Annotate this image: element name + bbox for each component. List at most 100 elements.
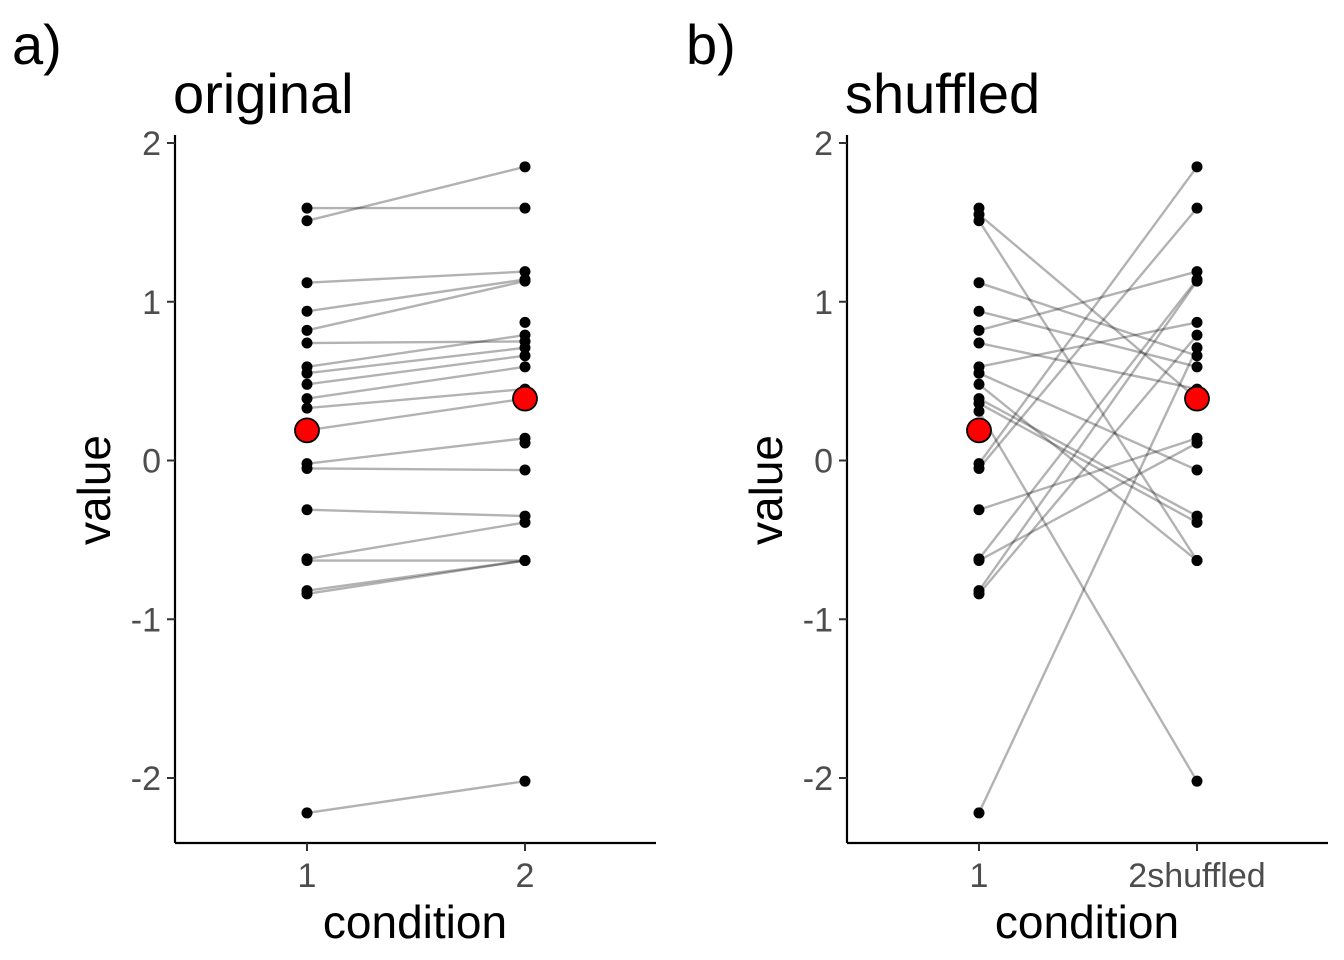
x-tick-label: 1 — [298, 857, 317, 895]
data-point — [301, 585, 313, 597]
data-point — [1191, 464, 1203, 476]
subject-line — [306, 346, 526, 375]
data-point — [301, 458, 313, 470]
mean-point — [1184, 385, 1210, 412]
panel-tag: b) — [686, 13, 736, 76]
data-point — [973, 305, 985, 317]
x-tick-labels: 1 2shuffled — [970, 857, 1266, 895]
subject-line — [306, 437, 526, 465]
y-tick-labels: -2 -1 0 1 2 — [803, 125, 833, 798]
data-point — [301, 378, 313, 390]
data-point — [1191, 329, 1203, 341]
y-tick-label: 1 — [142, 284, 161, 322]
data-point — [1191, 350, 1203, 362]
subject-line — [306, 559, 526, 596]
subject-line — [978, 441, 1198, 562]
data-point — [973, 337, 985, 349]
subject-line — [978, 383, 1198, 562]
x-tick-label: 2 — [516, 857, 535, 895]
data-point — [301, 215, 313, 227]
data-point — [1191, 202, 1203, 214]
data-point — [1191, 342, 1203, 354]
panel-original: a) original value condition -2 -1 0 1 2 … — [12, 13, 656, 948]
subject-line — [306, 508, 526, 518]
subject-line — [977, 220, 1199, 562]
data-point — [519, 437, 531, 449]
plot-area — [839, 135, 1328, 851]
y-tick-label: 1 — [814, 284, 833, 322]
data-point — [301, 553, 313, 565]
data-point — [973, 361, 985, 373]
subject-line — [978, 278, 1198, 560]
subject-line — [306, 521, 526, 561]
subject-line — [306, 397, 526, 432]
panel-title: original — [173, 62, 354, 125]
subject-line — [306, 279, 526, 332]
data-point — [519, 335, 531, 347]
subject-line — [978, 372, 1198, 472]
subject-line — [306, 559, 526, 592]
data-point — [1191, 316, 1203, 328]
x-axis-title: condition — [323, 896, 507, 948]
x-axis-title: condition — [995, 896, 1179, 948]
data-point — [301, 361, 313, 373]
data-point — [301, 807, 313, 819]
y-tick-label: 2 — [814, 125, 833, 163]
subject-line — [306, 365, 526, 400]
mean-point — [966, 417, 992, 444]
panel-tag: a) — [12, 13, 62, 76]
subject-line — [306, 278, 526, 313]
data-point — [973, 202, 985, 214]
y-tick-label: -1 — [803, 601, 833, 639]
subject-line — [978, 270, 1198, 332]
subject-line — [306, 779, 526, 815]
data-point — [301, 337, 313, 349]
subject-line — [306, 270, 526, 284]
data-point — [519, 202, 531, 214]
subject-line — [306, 467, 526, 472]
subject-line — [306, 165, 526, 222]
data-point — [301, 277, 313, 289]
x-tick-label: 2shuffled — [1128, 857, 1265, 895]
data-point — [301, 202, 313, 214]
data-point — [519, 316, 531, 328]
data-point — [1191, 161, 1203, 173]
x-tick-labels: 1 2 — [298, 857, 535, 895]
data-point — [973, 807, 985, 819]
panel-shuffled: b) shuffled value condition -2 -1 0 1 2 … — [686, 13, 1328, 948]
y-tick-label: -2 — [131, 760, 161, 798]
subject-line — [306, 387, 526, 410]
data-point — [973, 405, 985, 417]
data-point — [1191, 555, 1203, 567]
data-point — [973, 504, 985, 516]
data-point — [519, 361, 531, 373]
data-point — [301, 305, 313, 317]
data-point — [973, 553, 985, 565]
y-tick-label: 0 — [142, 443, 161, 481]
subject-line — [978, 321, 1198, 369]
y-axis-title: value — [68, 435, 120, 545]
data-point — [519, 350, 531, 362]
mean-point — [294, 417, 320, 444]
subject-line — [978, 281, 1198, 357]
y-tick-label: 2 — [142, 125, 161, 163]
data-point — [973, 458, 985, 470]
subject-line — [978, 437, 1198, 511]
data-point — [1191, 266, 1203, 278]
data-point — [519, 510, 531, 522]
data-point — [301, 393, 313, 405]
data-point — [973, 324, 985, 336]
subject-line — [978, 402, 1198, 524]
subject-line — [978, 341, 1198, 391]
subject-line — [306, 354, 526, 386]
data-point — [1191, 274, 1203, 286]
subject-line — [977, 347, 1199, 814]
y-tick-label: -1 — [131, 601, 161, 639]
data-point — [1191, 775, 1203, 787]
data-point — [519, 464, 531, 476]
subject-line — [977, 410, 1199, 782]
panel-title: shuffled — [845, 62, 1040, 125]
subject-line — [978, 166, 1198, 465]
y-axis-title: value — [740, 435, 792, 545]
